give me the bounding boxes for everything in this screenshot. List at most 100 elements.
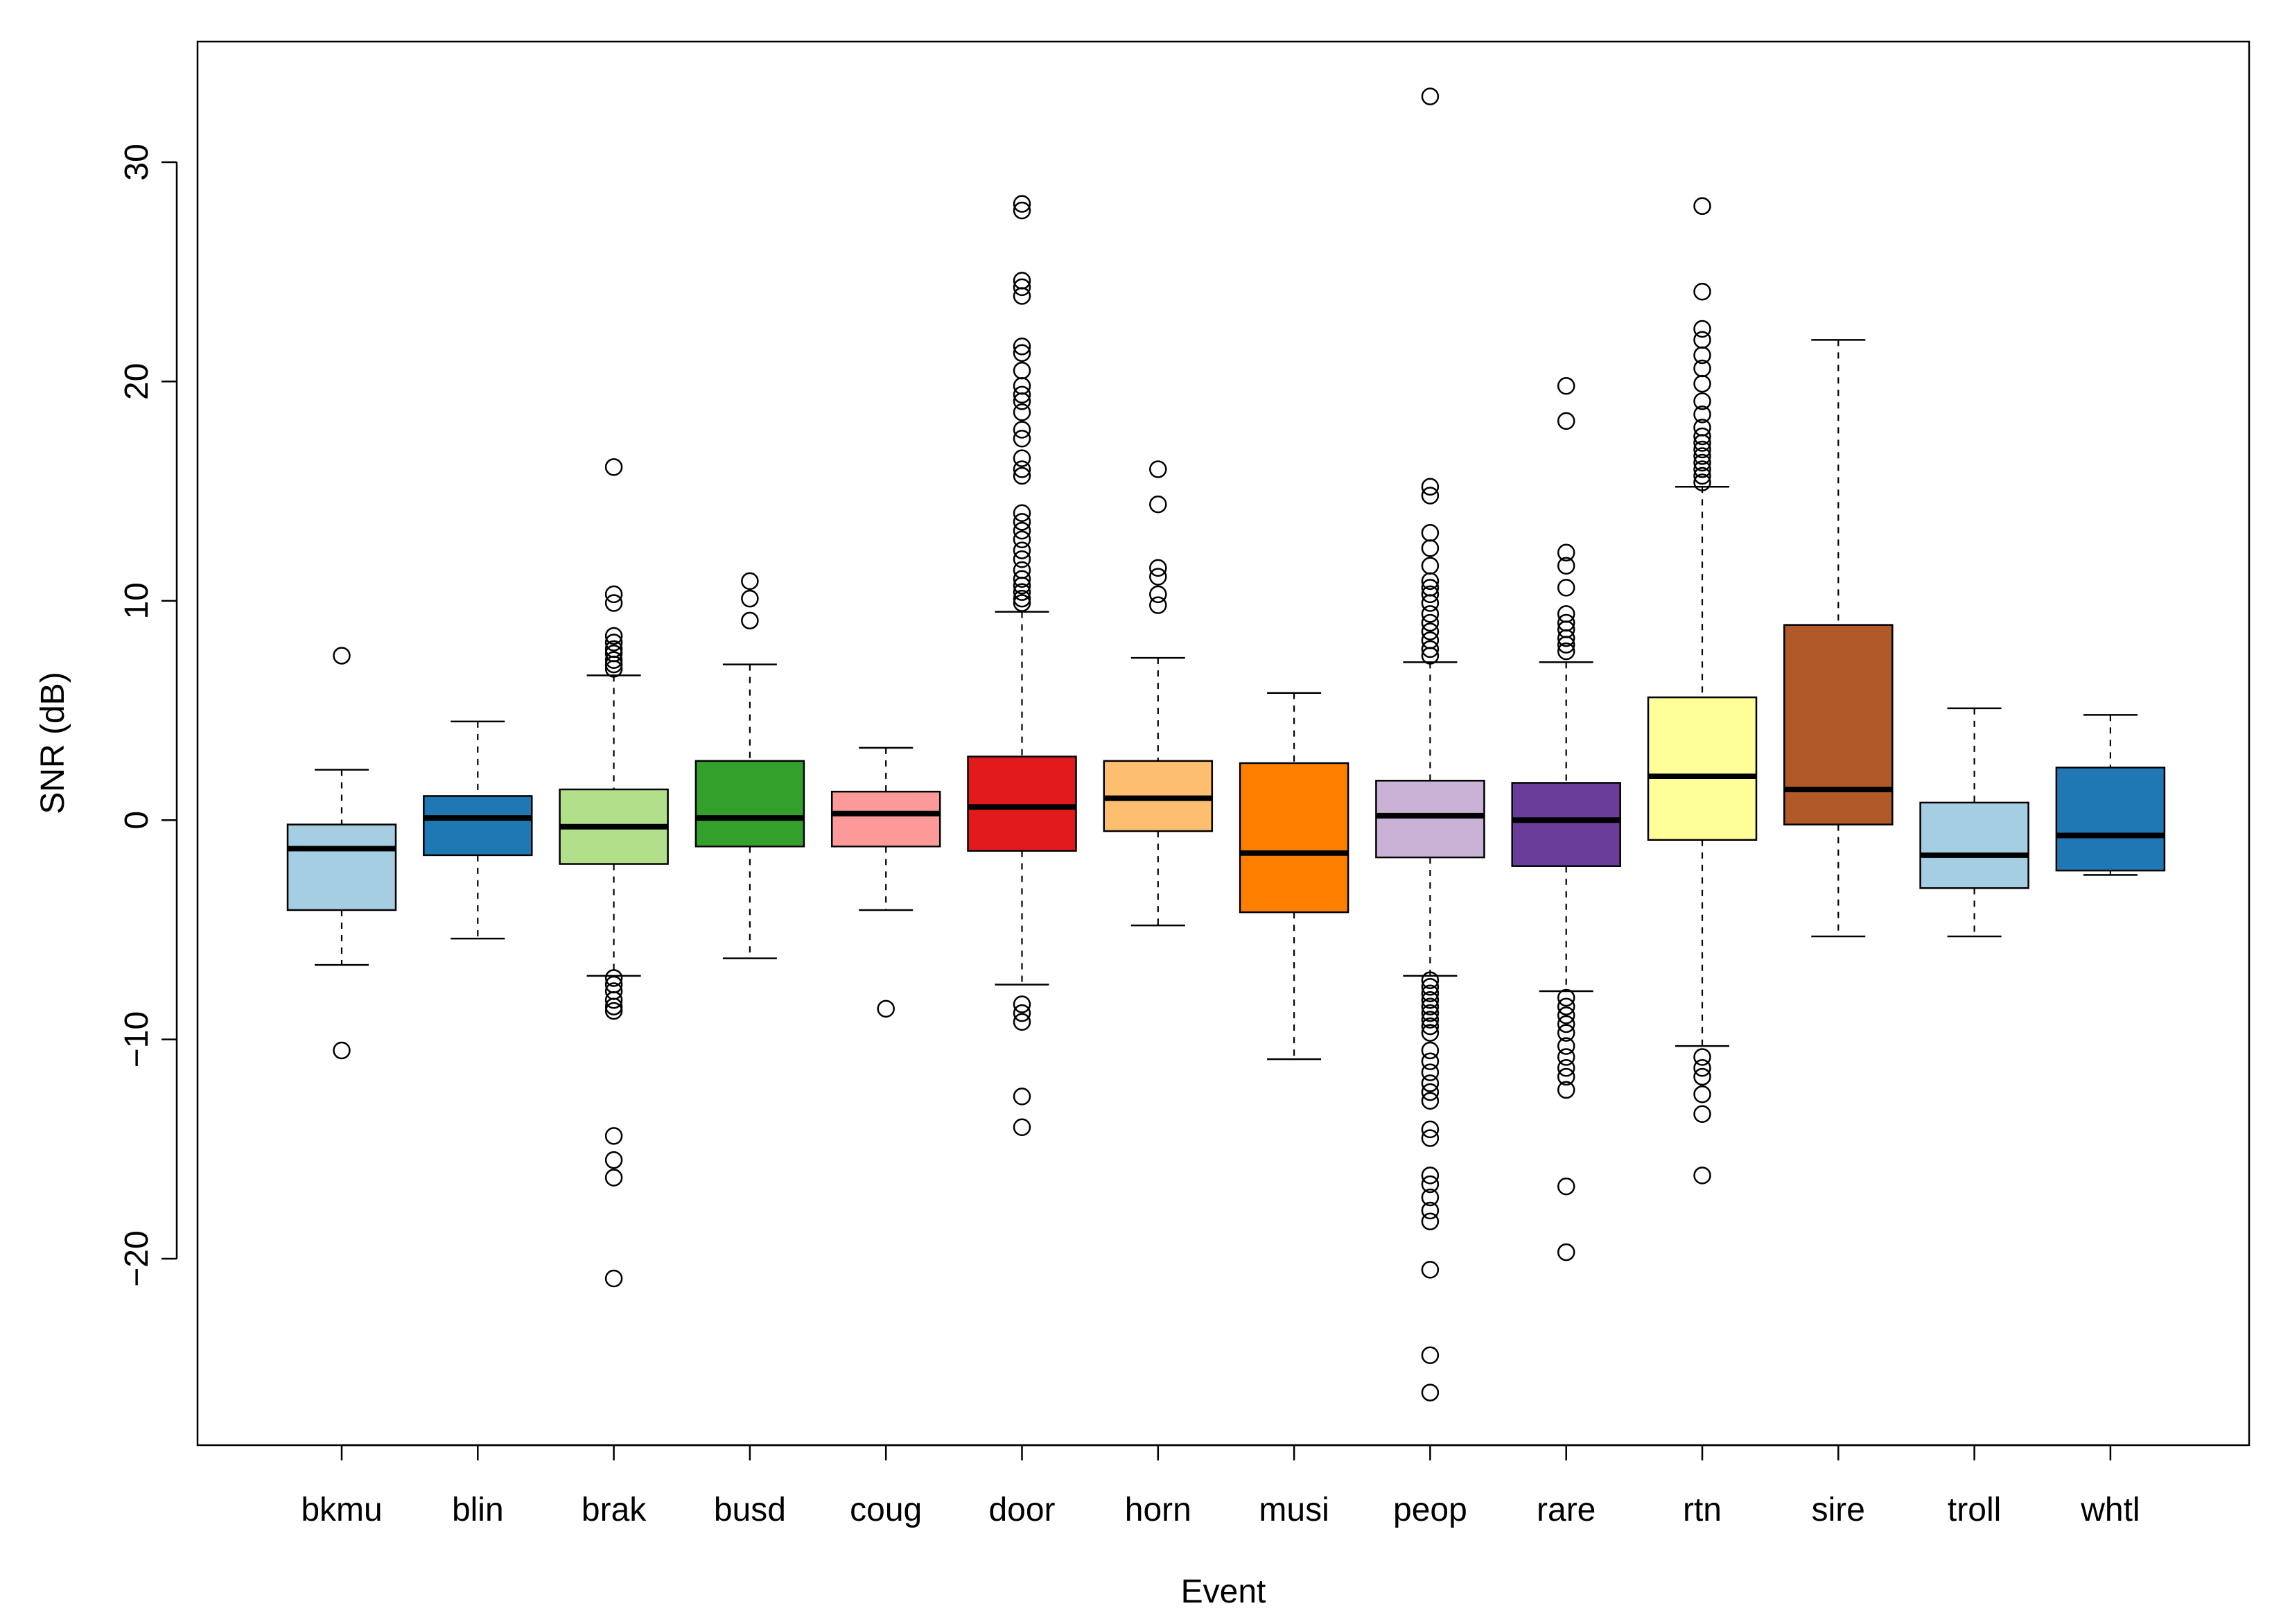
box-troll [1919,707,2029,938]
outlier-point [1013,570,1031,588]
outlier-point [1013,195,1031,213]
outlier-point [1557,997,1575,1015]
boxes-group [286,87,2166,1402]
outlier-point [1013,287,1031,305]
iqr-box [1375,780,1485,859]
outlier-point [1557,1037,1575,1055]
outlier-point [1421,990,1440,1009]
outlier-point [1013,429,1031,448]
outlier-point [1013,385,1031,404]
box-peop [1375,87,1485,1402]
y-tick-label: 30 [119,143,155,180]
iqr-box [423,795,533,857]
outlier-point [333,647,351,665]
box-blin [423,720,533,940]
iqr-box [1783,624,1894,826]
outlier-point [604,1127,623,1145]
outlier-point [1421,640,1440,658]
x-tick-label-horn: horn [1125,1492,1191,1528]
iqr-box [694,760,805,848]
y-tick-label: 0 [119,811,155,830]
outlier-point [1013,513,1031,531]
outlier-point [604,1002,623,1020]
outlier-point [1421,572,1440,591]
outlier-point [1421,1024,1440,1042]
outlier-point [1013,392,1031,410]
outlier-point [1013,589,1031,608]
outlier-point [877,999,895,1018]
outlier-point [1421,557,1440,575]
outlier-point [1421,1004,1440,1022]
outlier-point [604,634,623,652]
outlier-point [741,572,759,591]
x-tick-label-rare: rare [1537,1492,1596,1528]
y-tick-label: −10 [119,1011,155,1067]
outlier-point [333,1041,351,1060]
outlier-point [1013,1004,1031,1022]
outlier-point [1013,576,1031,595]
outlier-point [1421,1120,1440,1139]
outlier-point [741,611,759,630]
outlier-point [1013,541,1031,559]
outlier-point [1557,1024,1575,1042]
outlier-point [1557,1048,1575,1066]
x-tick-label-rtn: rtn [1683,1492,1722,1528]
outlier-point [1013,449,1031,467]
outlier-point [1421,977,1440,996]
outlier-point [1693,197,1711,216]
iqr-box [1239,762,1349,914]
outlier-point [1421,1167,1440,1185]
outlier-point [1013,583,1031,601]
outlier-point [1421,1201,1440,1220]
outlier-point [1421,1129,1440,1147]
outlier-point [1149,585,1167,604]
iqr-box [1647,696,1758,841]
outlier-point [1693,374,1711,393]
y-axis-title: SNR (dB) [35,672,71,814]
outlier-point [1557,636,1575,654]
outlier-point [1557,412,1575,430]
outlier-point [1421,997,1440,1015]
outlier-point [1557,1243,1575,1261]
outlier-point [1557,988,1575,1007]
outlier-point [1557,557,1575,575]
iqr-box [286,823,397,911]
iqr-box [830,790,941,848]
outlier-point [1557,377,1575,395]
outlier-point [1421,605,1440,623]
outlier-point [1421,1092,1440,1110]
outlier-point [1149,596,1167,614]
outlier-point [1421,1383,1440,1402]
outlier-point [1421,1175,1440,1194]
outlier-point [1421,1083,1440,1101]
outlier-point [1013,344,1031,363]
outlier-point [1013,421,1031,439]
box-whtl [2055,714,2166,876]
outlier-point [604,660,623,678]
outlier-point [1149,460,1167,478]
outlier-point [1693,392,1711,410]
outlier-point [1557,579,1575,597]
outlier-point [1557,1177,1575,1196]
x-axis: bkmu blin brak busd coug door horn musi peop rare… [301,1444,2140,1528]
outlier-point [1693,460,1711,478]
outlier-point [1013,1013,1031,1031]
x-tick-label-coug: coug [850,1492,922,1528]
outlier-point [1693,1105,1711,1123]
iqr-box [967,756,1077,852]
outlier-point [1693,427,1711,446]
outlier-point [1013,1088,1031,1106]
x-tick-label-musi: musi [1259,1492,1329,1528]
outlier-point [1693,320,1711,338]
outlier-point [604,1269,623,1288]
outlier-point [604,1169,623,1187]
outlier-point [1421,1212,1440,1231]
outlier-point [1421,1261,1440,1279]
outlier-point [1421,539,1440,557]
outlier-point [1557,629,1575,647]
outlier-point [1013,278,1031,297]
outlier-point [604,627,623,645]
box-door [967,195,1077,1136]
outlier-point [1693,466,1711,485]
outlier-point [604,969,623,987]
